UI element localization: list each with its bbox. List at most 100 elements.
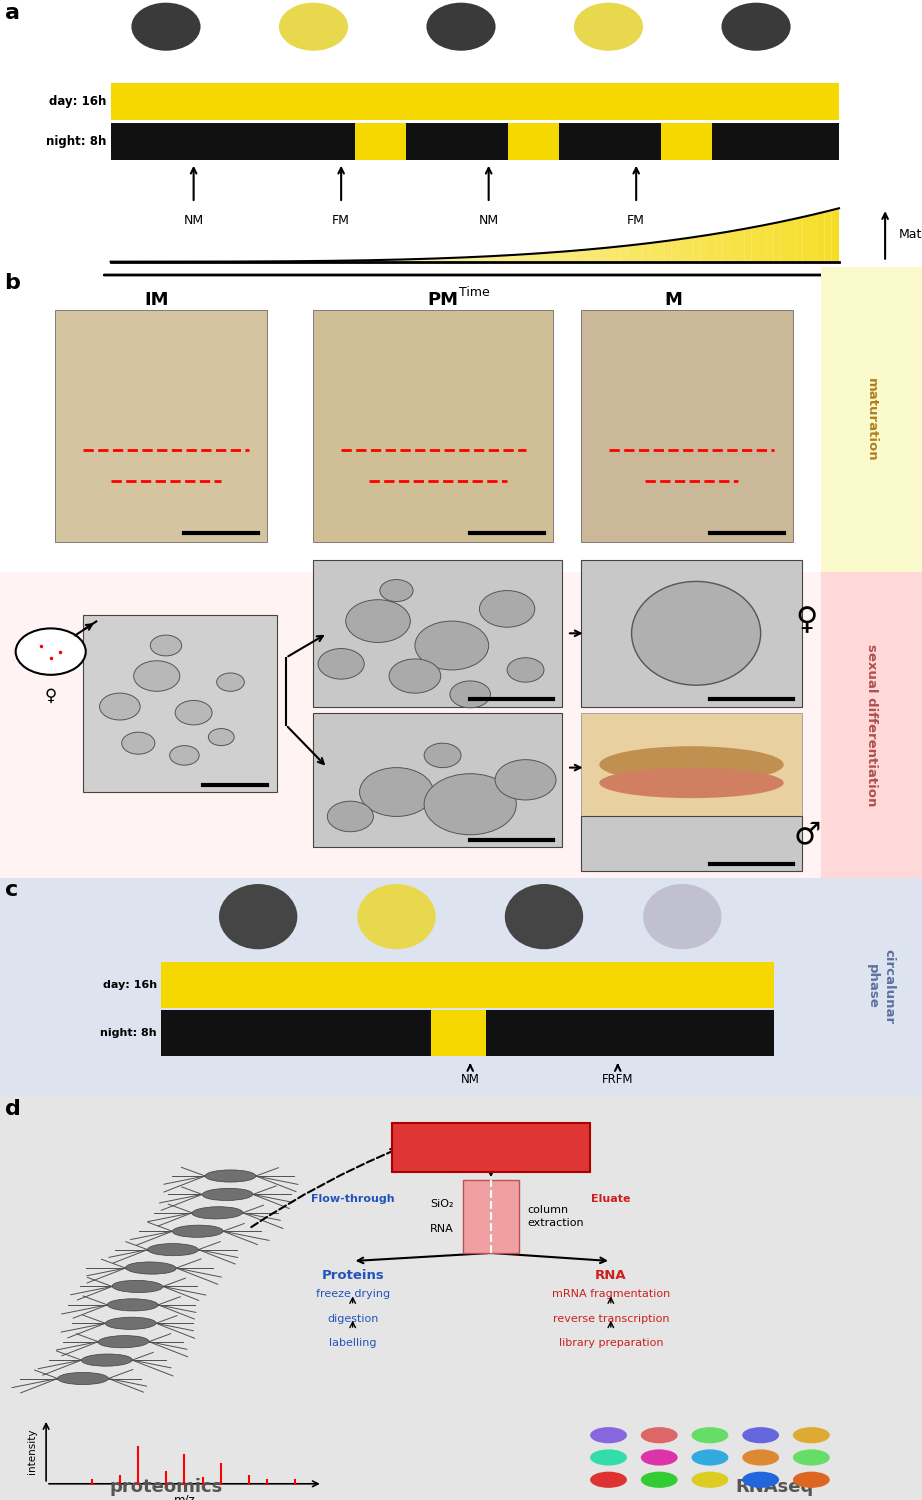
Circle shape (590, 1426, 627, 1443)
Polygon shape (540, 252, 548, 261)
Ellipse shape (131, 3, 201, 51)
Text: IM: IM (145, 291, 169, 309)
Ellipse shape (98, 1335, 148, 1348)
Text: Head lysate: Head lysate (446, 1142, 536, 1154)
Polygon shape (439, 258, 445, 261)
Bar (431, 1010, 486, 1056)
Polygon shape (759, 225, 766, 261)
Text: Flow-through: Flow-through (311, 1194, 395, 1204)
Circle shape (692, 1449, 728, 1466)
Ellipse shape (112, 1281, 163, 1293)
Circle shape (175, 700, 212, 724)
Text: digestion: digestion (327, 1314, 378, 1323)
Bar (111, 123, 839, 160)
Circle shape (208, 729, 234, 746)
Ellipse shape (504, 884, 583, 950)
Text: c: c (5, 879, 18, 900)
Polygon shape (621, 246, 628, 261)
Text: ♂: ♂ (793, 821, 821, 849)
Polygon shape (832, 209, 839, 261)
Circle shape (793, 1449, 830, 1466)
Circle shape (424, 774, 516, 836)
Text: RNA: RNA (431, 1224, 454, 1233)
Ellipse shape (426, 3, 496, 51)
Text: ♀: ♀ (796, 606, 818, 636)
Polygon shape (810, 213, 817, 261)
Polygon shape (788, 219, 796, 261)
Text: ♀: ♀ (44, 687, 57, 705)
Polygon shape (533, 254, 540, 261)
Circle shape (424, 742, 461, 768)
Ellipse shape (205, 1170, 255, 1182)
Polygon shape (409, 260, 417, 261)
Circle shape (742, 1426, 779, 1443)
Polygon shape (671, 240, 679, 261)
Text: b: b (5, 273, 20, 292)
Polygon shape (591, 249, 598, 261)
Polygon shape (715, 232, 723, 261)
Polygon shape (737, 230, 744, 261)
Circle shape (450, 681, 491, 708)
Polygon shape (796, 217, 802, 261)
Text: reverse transcription: reverse transcription (552, 1314, 669, 1323)
Polygon shape (774, 222, 781, 261)
FancyBboxPatch shape (392, 1124, 590, 1172)
Polygon shape (708, 234, 715, 261)
Polygon shape (445, 258, 453, 261)
Circle shape (170, 746, 199, 765)
Text: PM: PM (427, 291, 458, 309)
Ellipse shape (125, 1262, 176, 1274)
Polygon shape (395, 260, 402, 261)
Circle shape (217, 674, 244, 692)
Ellipse shape (643, 884, 721, 950)
Polygon shape (431, 258, 439, 261)
Ellipse shape (279, 3, 349, 51)
Circle shape (100, 693, 140, 720)
Circle shape (16, 628, 86, 675)
Circle shape (327, 801, 373, 831)
Text: night: 8h: night: 8h (100, 1028, 157, 1038)
Ellipse shape (219, 884, 297, 950)
Circle shape (742, 1449, 779, 1466)
Polygon shape (643, 243, 650, 261)
Ellipse shape (107, 1299, 158, 1311)
Polygon shape (664, 240, 671, 261)
Polygon shape (511, 255, 518, 261)
Polygon shape (475, 256, 482, 261)
Bar (313, 560, 562, 706)
Polygon shape (424, 258, 431, 261)
Polygon shape (497, 255, 504, 261)
Circle shape (389, 658, 441, 693)
Text: RNA: RNA (595, 1269, 627, 1282)
Circle shape (692, 1426, 728, 1443)
Polygon shape (526, 254, 533, 261)
Circle shape (346, 600, 410, 642)
Text: FM: FM (332, 213, 350, 226)
Circle shape (590, 1449, 627, 1466)
Text: m/z: m/z (173, 1494, 195, 1500)
Circle shape (134, 662, 180, 692)
Polygon shape (548, 252, 555, 261)
Polygon shape (635, 244, 643, 261)
Polygon shape (504, 255, 511, 261)
Text: Eluate: Eluate (591, 1194, 631, 1204)
Ellipse shape (148, 1244, 198, 1256)
Polygon shape (467, 256, 475, 261)
Polygon shape (380, 260, 387, 261)
Polygon shape (656, 242, 664, 261)
Circle shape (641, 1472, 678, 1488)
Text: a: a (5, 3, 19, 22)
Circle shape (590, 1472, 627, 1488)
Circle shape (318, 648, 364, 680)
Bar (313, 712, 562, 848)
Polygon shape (766, 224, 774, 261)
Ellipse shape (202, 1188, 253, 1200)
Polygon shape (751, 226, 759, 261)
Bar (581, 712, 802, 816)
Polygon shape (387, 260, 395, 261)
Polygon shape (729, 230, 737, 261)
Circle shape (742, 1472, 779, 1488)
Text: NM: NM (479, 213, 499, 226)
Circle shape (122, 732, 155, 754)
Polygon shape (402, 260, 409, 261)
